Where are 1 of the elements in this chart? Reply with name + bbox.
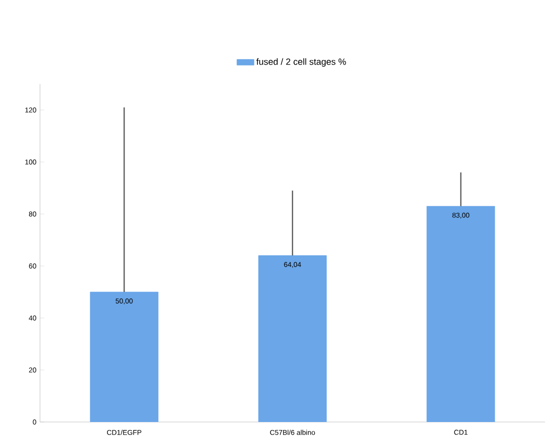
legend-label: fused / 2 cell stages %: [256, 58, 346, 67]
